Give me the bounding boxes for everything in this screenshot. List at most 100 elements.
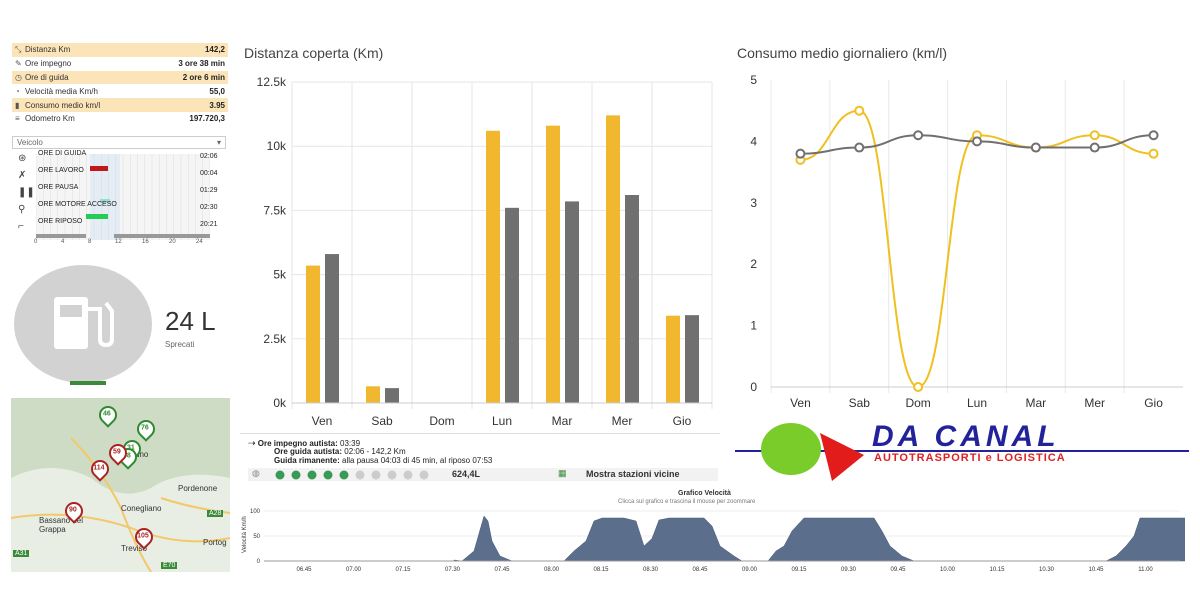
ore-value: 02:30 xyxy=(200,204,218,211)
bar[interactable] xyxy=(385,388,399,403)
rimanente-value: alla pausa 04:03 di 45 min, al riposo 07… xyxy=(342,456,493,465)
x-tick-label: Gio xyxy=(1144,396,1163,410)
speed-area xyxy=(1105,517,1185,562)
data-point[interactable] xyxy=(1089,130,1100,141)
stations-button[interactable]: Mostra stazioni vicine xyxy=(586,469,680,479)
map-label: Portog xyxy=(203,538,227,547)
speed-area xyxy=(767,517,915,562)
chevron-down-icon: ▾ xyxy=(216,138,221,147)
steering-icon: ⊛ xyxy=(18,153,27,164)
bar[interactable] xyxy=(666,315,680,403)
fuel-pump-icon xyxy=(54,297,114,349)
map[interactable]: Pordenone Conegliano Bassano del Grappa … xyxy=(11,398,230,572)
x-tick-label: Ven xyxy=(312,414,333,428)
bar[interactable] xyxy=(505,207,519,403)
line-chart-title: Consumo medio giornaliero (km/l) xyxy=(737,45,948,61)
y-tick-label: 0k xyxy=(273,396,287,410)
bar[interactable] xyxy=(325,254,339,403)
y-tick-label: 50 xyxy=(253,534,260,540)
bar[interactable] xyxy=(306,265,320,403)
stat-row: ⤡ Distanza Km 142,2 xyxy=(12,43,228,57)
x-tick-label: 09.45 xyxy=(890,567,906,573)
stat-row: ✎ Ore impegno 3 ore 38 min xyxy=(12,57,228,71)
data-point[interactable] xyxy=(972,136,982,147)
fuel-wasted-label: Sprecati xyxy=(165,340,195,349)
guida-label: Ore guida autista: xyxy=(274,447,343,456)
ore-row: ⚲ ORE MOTORE ACCESO 02:30 xyxy=(14,201,228,218)
clock-icon: ◷ xyxy=(15,72,22,82)
bar[interactable] xyxy=(486,130,500,403)
ore-value: 02:06 xyxy=(200,153,218,160)
bar[interactable] xyxy=(546,125,560,403)
bar[interactable] xyxy=(625,194,639,403)
logo-underline xyxy=(735,450,1189,452)
stat-value: 197.720,3 xyxy=(189,114,225,124)
logo-triangle xyxy=(820,433,864,481)
tank-dot xyxy=(387,470,397,480)
map-label: Conegliano xyxy=(121,504,162,513)
vehicle-select[interactable]: Veicolo ▾ xyxy=(12,136,226,149)
logo-circle xyxy=(761,423,821,475)
data-point[interactable] xyxy=(913,130,924,141)
x-tick-label: Lun xyxy=(492,414,512,428)
data-point[interactable] xyxy=(913,382,924,392)
tank-dot xyxy=(339,470,349,480)
stat-value: 3 ore 38 min xyxy=(178,59,225,69)
ore-row: ⊛ ORE DI GUIDA 02:06 xyxy=(14,150,228,167)
y-tick-label: 5 xyxy=(750,73,757,87)
x-tick-label: 09.15 xyxy=(791,567,807,573)
ore-label: ORE RIPOSO xyxy=(38,218,83,225)
tools-icon: ✗ xyxy=(18,170,27,181)
ore-label: ORE DI GUIDA xyxy=(38,150,87,157)
bar[interactable] xyxy=(606,115,620,403)
tank-icon: ◍ xyxy=(252,468,260,478)
stat-label: Velocità media Km/h xyxy=(25,86,98,96)
x-tick-label: Gio xyxy=(673,414,692,428)
vehicle-select-label: Veicolo xyxy=(17,138,43,147)
stat-label: Distanza Km xyxy=(25,45,71,55)
divider xyxy=(240,433,720,434)
rimanente-label: Guida rimanente: xyxy=(274,456,340,465)
speed-icon: ◔ xyxy=(15,86,20,96)
x-tick-label: 10.00 xyxy=(940,567,956,573)
rimanente-row: Guida rimanente: alla pausa 04:03 di 45 … xyxy=(274,456,492,465)
bar-chart[interactable]: 0k 2.5k 5k 7.5k 10k 12.5k Ven Sab Dom Lun Mar Mer Gi… xyxy=(240,66,720,436)
data-point[interactable] xyxy=(1148,148,1159,159)
bar[interactable] xyxy=(366,386,380,403)
bar[interactable] xyxy=(685,315,699,403)
activity-bar xyxy=(100,199,110,203)
tank-dot xyxy=(291,470,301,480)
data-point[interactable] xyxy=(854,105,865,116)
x-tick-label: 10.15 xyxy=(989,567,1005,573)
line-chart[interactable]: 0 1 2 3 4 5 Ven Sab Dom Lun Mar Mer Gio xyxy=(735,66,1190,412)
data-point[interactable] xyxy=(1030,142,1041,153)
y-tick-label: 5k xyxy=(273,268,287,282)
speed-chart[interactable]: Velocità Km/h 0 50 100 06.45 07.00 07.15 07.30 0… xyxy=(240,505,1185,575)
stat-value: 55,0 xyxy=(209,86,225,96)
fuel-gauge xyxy=(14,265,152,383)
data-point[interactable] xyxy=(1148,130,1159,141)
tank-dot xyxy=(355,470,365,480)
fuel-icon: ▮ xyxy=(15,100,20,110)
data-point[interactable] xyxy=(854,142,865,153)
odometer-icon: ≡ xyxy=(15,114,20,124)
y-tick-label: 2 xyxy=(750,257,757,271)
tank-dot xyxy=(323,470,333,480)
ore-tick: 12 xyxy=(115,239,122,245)
x-tick-label: 10.30 xyxy=(1039,567,1055,573)
data-point[interactable] xyxy=(1089,142,1100,153)
bar[interactable] xyxy=(565,201,579,403)
stat-label: Ore impegno xyxy=(25,59,72,69)
stat-row: ◔ Velocità media Km/h 55,0 xyxy=(12,84,228,98)
speed-chart-subtitle: Clicca sul grafico e trascina il mouse p… xyxy=(618,499,756,505)
ore-timeline: ⊛ ORE DI GUIDA 02:06 ✗ ORE LAVORO 00:04 ❚❚… xyxy=(14,150,228,250)
series-line xyxy=(800,109,1154,389)
activity-bar xyxy=(36,234,86,238)
x-tick-label: Ven xyxy=(790,396,811,410)
data-point[interactable] xyxy=(795,148,806,159)
ore-tick: 16 xyxy=(142,239,149,245)
x-tick-label: 08.00 xyxy=(544,567,560,573)
edit-icon: ✎ xyxy=(15,59,22,69)
x-tick-label: 06.45 xyxy=(296,567,312,573)
x-tick-label: 07.00 xyxy=(346,567,362,573)
